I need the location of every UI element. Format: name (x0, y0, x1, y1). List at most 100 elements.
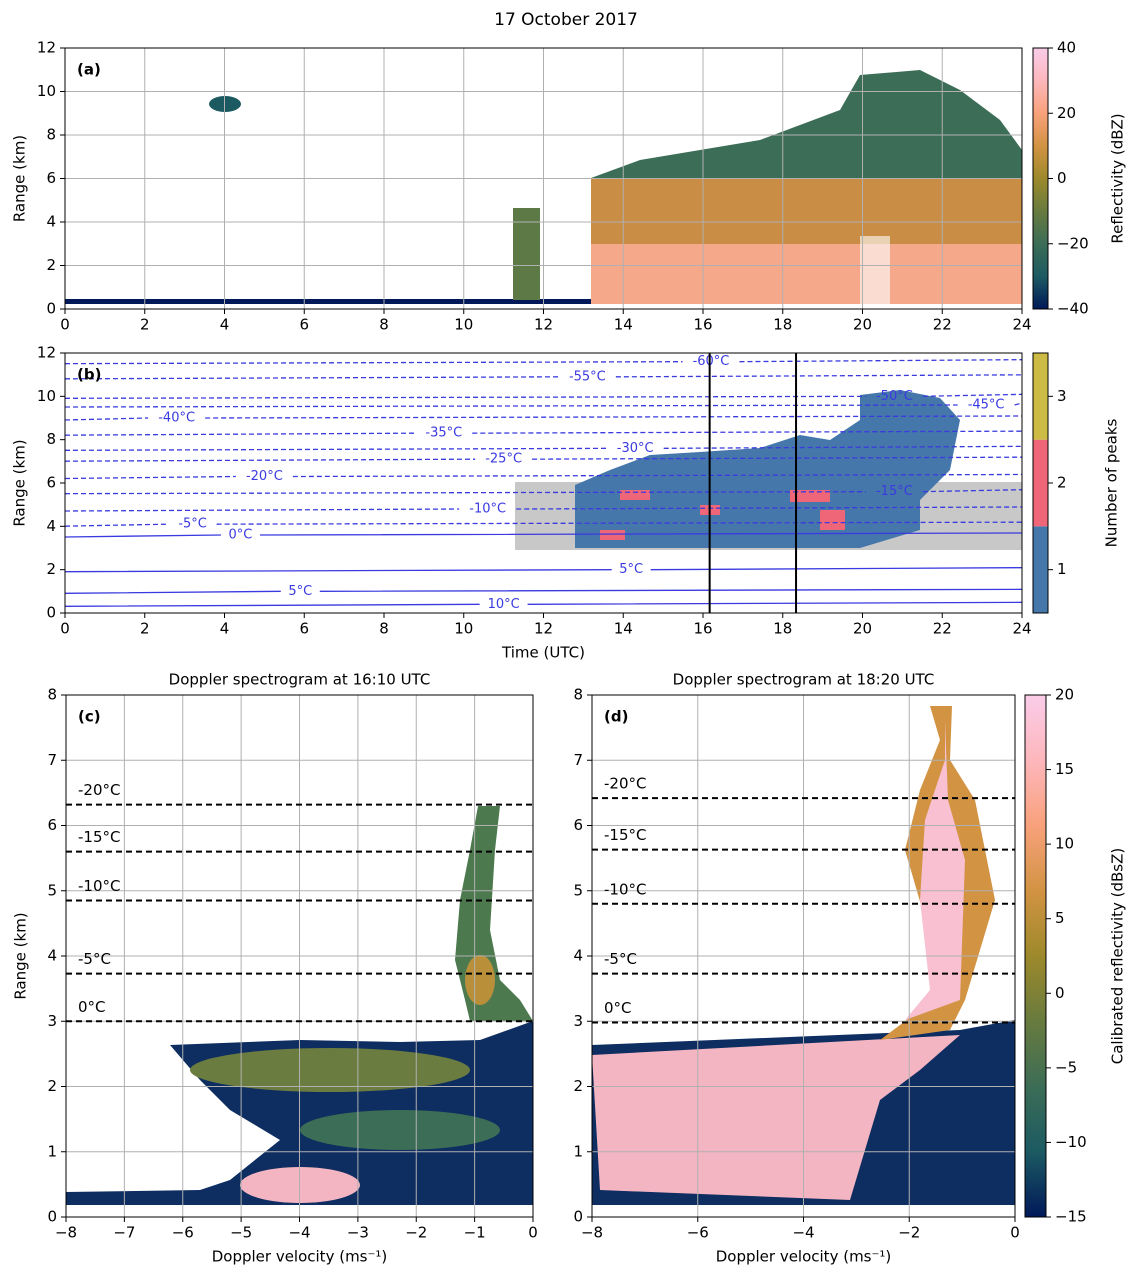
y-tick-label: 4 (46, 213, 56, 231)
contour-line (64, 473, 1023, 480)
y-tick-label: 6 (46, 169, 56, 187)
isotherm-label: 0°C (78, 998, 106, 1016)
y-axis-label: Range (km) (12, 912, 30, 999)
colorbar-tick-label: −5 (1055, 1058, 1077, 1076)
axes-frame (65, 694, 534, 1218)
colorbar-tick-label: 3 (1057, 387, 1067, 405)
x-tick-label: 0 (60, 316, 70, 334)
figure-title: 17 October 2017 (494, 10, 638, 30)
x-tick-label: −8 (581, 1224, 603, 1242)
colorbar-tick-label: −15 (1055, 1208, 1087, 1226)
y-tick-label: 10 (37, 387, 56, 405)
y-axis-label: Range (km) (11, 439, 29, 526)
isotherm-label: 0°C (604, 999, 632, 1017)
contour-label: -40°C (158, 411, 195, 426)
x-tick-label: −3 (347, 1224, 369, 1242)
colorbar-tick-label: 40 (1057, 39, 1076, 57)
y-tick-label: 3 (47, 1012, 57, 1030)
x-tick-label: 24 (1012, 620, 1031, 638)
x-tick-label: 10 (454, 620, 473, 638)
x-tick-label: 6 (299, 620, 309, 638)
x-tick-label: 2 (140, 620, 150, 638)
isotherm-label: -15°C (604, 826, 646, 844)
colorbar-tick-label: 2 (1057, 474, 1067, 492)
contour-label: 0°C (229, 528, 253, 543)
contour-label: -5°C (178, 517, 207, 532)
contour-label: -20°C (246, 469, 283, 484)
colorbar-tick-label: −40 (1057, 300, 1089, 318)
panel-label: (b) (77, 366, 101, 384)
colorbar-tick-label: 0 (1055, 984, 1065, 1002)
x-tick-label: 8 (379, 620, 389, 638)
colorbar-tick-label: −10 (1055, 1133, 1087, 1151)
y-tick-label: 8 (573, 686, 583, 704)
contour-label: -10°C (469, 502, 506, 517)
colorbar-swatch (1033, 439, 1048, 527)
x-tick-label: 18 (773, 620, 792, 638)
contour-line (64, 374, 1023, 380)
colorbar-tick-label: 5 (1055, 909, 1065, 927)
isotherm-label: -20°C (78, 781, 120, 799)
colorbar-swatch (1033, 353, 1048, 440)
contour-line (64, 393, 1023, 399)
x-tick-label: −7 (113, 1224, 135, 1242)
isotherm-label: -5°C (78, 950, 111, 968)
colorbar (1033, 48, 1048, 309)
isotherm-label: -10°C (604, 880, 646, 898)
y-tick-label: 1 (573, 1142, 583, 1160)
x-tick-label: −8 (55, 1224, 77, 1242)
y-tick-label: 2 (46, 256, 56, 274)
y-tick-label: 7 (573, 751, 583, 769)
colorbar-label: Number of peaks (1103, 418, 1121, 547)
x-tick-label: 0 (1010, 1224, 1020, 1242)
y-tick-label: 6 (46, 474, 56, 492)
colorbar-tick-label: −20 (1057, 234, 1089, 252)
x-tick-label: 6 (299, 316, 309, 334)
x-axis-label: Doppler velocity (ms⁻¹) (716, 1248, 892, 1266)
y-tick-label: 0 (46, 604, 56, 622)
peaks-image (515, 390, 1022, 550)
contour-line (64, 359, 1023, 365)
contour-line (64, 588, 1023, 594)
contour-line (64, 456, 1023, 462)
y-tick-label: 2 (573, 1077, 583, 1095)
x-tick-label: 20 (853, 620, 872, 638)
x-tick-label: 8 (379, 316, 389, 334)
colorbar-tick-label: 0 (1057, 169, 1067, 187)
x-tick-label: 4 (220, 620, 230, 638)
x-tick-label: −5 (230, 1224, 252, 1242)
colorbar-tick-label: 15 (1055, 760, 1074, 778)
contour-line (64, 567, 1023, 573)
contour-line (64, 506, 1023, 512)
y-tick-label: 3 (573, 1012, 583, 1030)
x-tick-label: 22 (933, 620, 952, 638)
contour-line (64, 601, 1023, 607)
x-tick-label: 0 (528, 1224, 538, 1242)
x-tick-label: −4 (792, 1224, 814, 1242)
x-tick-label: 24 (1012, 316, 1031, 334)
y-tick-label: 6 (47, 816, 57, 834)
x-tick-label: −6 (172, 1224, 194, 1242)
x-tick-label: −2 (405, 1224, 427, 1242)
y-tick-label: 0 (573, 1208, 583, 1226)
contour-label: -55°C (569, 369, 606, 384)
y-tick-label: 4 (573, 947, 583, 965)
y-tick-label: 5 (47, 881, 57, 899)
axes-title: Doppler spectrogram at 16:10 UTC (169, 671, 431, 689)
y-tick-label: 12 (37, 39, 56, 57)
x-tick-label: 18 (773, 316, 792, 334)
x-tick-label: 16 (693, 316, 712, 334)
y-tick-label: 2 (47, 1077, 57, 1095)
colorbar-tick-label: 20 (1055, 686, 1074, 704)
contour-label: -15°C (876, 484, 913, 499)
colorbar-label: Reflectivity (dBZ) (1109, 113, 1127, 243)
contour-label: 5°C (288, 584, 312, 599)
x-tick-label: −4 (288, 1224, 310, 1242)
axes-frame (64, 352, 1023, 614)
x-tick-label: 20 (853, 316, 872, 334)
colorbar-label: Calibrated reflectivity (dBsZ) (1109, 848, 1127, 1065)
axes-title: Doppler spectrogram at 18:20 UTC (673, 671, 935, 689)
isotherm-label: -20°C (604, 775, 646, 793)
contour-line (64, 415, 1023, 421)
colorbar-tick-label: 20 (1057, 104, 1076, 122)
